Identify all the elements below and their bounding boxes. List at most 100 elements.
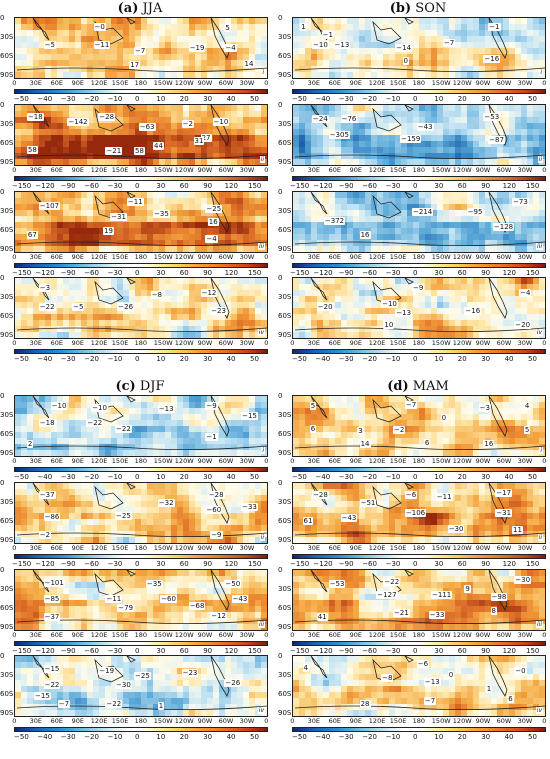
field-cell [443,117,450,124]
field-cell [231,302,238,309]
field-cell [177,204,184,211]
field-cell [57,320,64,327]
lon-tick-label: 30W [517,166,533,174]
field-cell [39,153,46,160]
colorbar-tick-label: 60 [179,269,189,277]
field-cell [153,444,160,451]
field-cell [249,129,256,136]
colorbar-tick-label: 50 [528,95,537,103]
field-cell [317,278,324,285]
field-cell [249,396,256,403]
field-cell [353,36,360,43]
anomaly-value-label: −159 [400,135,422,144]
field-cell [75,438,82,445]
field-cell [153,159,160,165]
field-cell [353,314,360,321]
field-cell [207,36,214,43]
lat-tick-label: 90S [278,158,292,166]
field-cell [153,594,160,601]
coastline [94,280,124,305]
field-cell [249,36,256,43]
field-cell [57,117,64,124]
field-cell [87,507,94,514]
field-cell [159,570,166,577]
field-cell [243,600,250,607]
field-cell [249,408,256,415]
field-cell [69,278,76,285]
field-cell [431,326,438,333]
field-cell [33,432,40,439]
field-cell [63,234,70,241]
field-cell [539,30,545,37]
field-cell [347,234,354,241]
field-cell [147,426,154,433]
field-cell [207,525,214,532]
field-cell [63,588,70,595]
field-cell [365,48,372,55]
field-cell [171,240,178,247]
field-cell [485,246,492,252]
field-cell [383,105,390,112]
field-cell [365,320,372,327]
field-cell [135,606,142,613]
field-cell [165,111,172,118]
field-cell [63,159,70,165]
field-cell [201,396,208,403]
field-cell [413,222,420,229]
field-cell [135,576,142,583]
field-cell [105,420,112,427]
field-cell [311,18,318,25]
field-cell [141,135,148,142]
field-cell [69,314,76,321]
field-cell [329,314,336,321]
field-cell [485,42,492,49]
field-cell [243,426,250,433]
anomaly-value-label: 31 [193,137,205,146]
coastline [126,396,136,403]
field-cell [419,204,426,211]
lon-tick-label: 120W [174,544,194,552]
field-cell [87,222,94,229]
field-cell [335,72,342,78]
field-cell [443,198,450,205]
field-cell [165,153,172,160]
field-cell [165,30,172,37]
field-cell [311,198,318,205]
field-cell [491,159,498,165]
field-cell [437,302,444,309]
field-cell [249,159,256,165]
field-cell [147,36,154,43]
field-cell [171,216,178,223]
field-cell [431,216,438,223]
field-cell [237,414,244,421]
field-cell [123,290,130,297]
field-cell [81,582,88,589]
field-cell [261,24,267,31]
field-cell [395,105,402,112]
colorbar-tick-label: −40 [37,95,53,103]
field-cell [51,525,58,532]
field-cell [293,240,300,247]
field-cell [45,278,52,285]
field-cell [171,489,178,496]
field-cell [159,246,166,252]
field-cell [455,141,462,148]
lon-tick-label: 60E [50,339,63,347]
anomaly-value-label: 17 [129,60,141,69]
anomaly-value-label: −15 [241,411,258,420]
field-cell [201,507,208,514]
field-cell [147,105,154,112]
field-cell [255,129,262,136]
field-cell [467,198,474,205]
field-cell [159,192,166,199]
field-cell [201,531,208,538]
field-cell [189,308,196,315]
field-cell [255,495,262,502]
field-cell [377,60,384,67]
field-cell [533,222,540,229]
field-cell [497,153,504,160]
field-cell [237,48,244,55]
field-cell [201,111,208,118]
field-cell [347,105,354,112]
field-cell [129,489,136,496]
